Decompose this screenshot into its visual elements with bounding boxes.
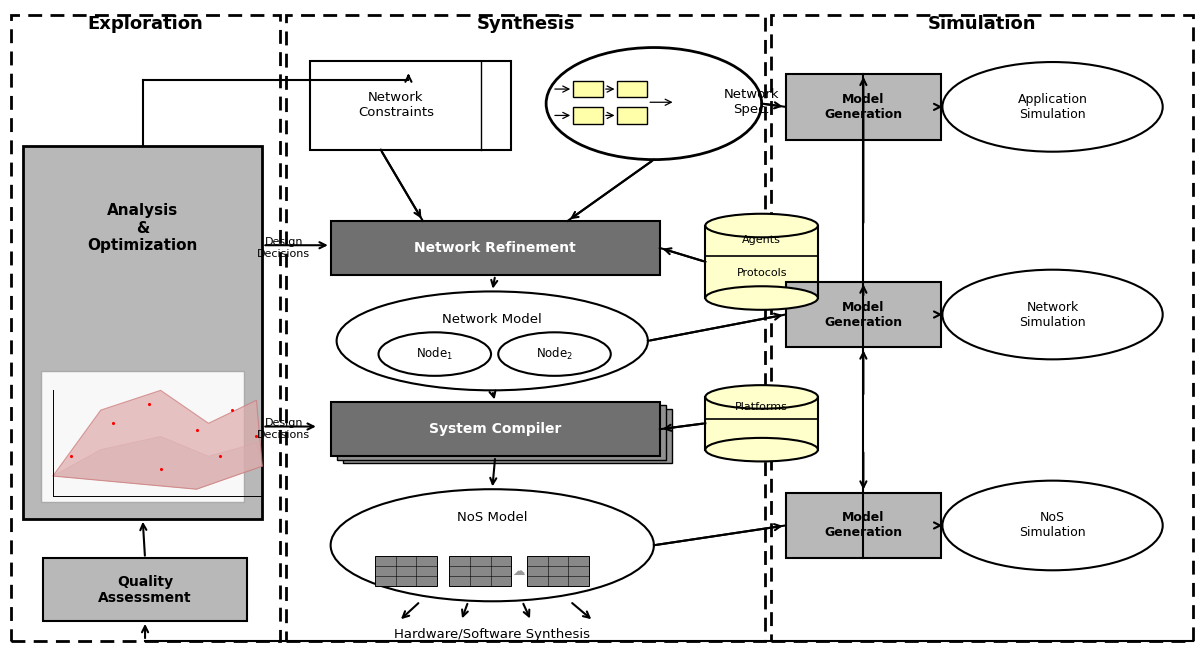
Text: Exploration: Exploration xyxy=(88,15,203,34)
Bar xyxy=(331,402,660,456)
Text: NoS
Simulation: NoS Simulation xyxy=(1019,512,1086,540)
Bar xyxy=(287,15,766,641)
Text: Protocols: Protocols xyxy=(737,267,787,277)
Text: Synthesis: Synthesis xyxy=(476,15,575,34)
Ellipse shape xyxy=(378,332,491,376)
Text: Analysis
&
Optimization: Analysis & Optimization xyxy=(88,203,198,254)
Bar xyxy=(574,81,602,97)
Bar xyxy=(786,74,941,140)
Polygon shape xyxy=(53,436,263,489)
Bar xyxy=(23,146,263,519)
Text: Design
Decisions: Design Decisions xyxy=(257,237,311,259)
Polygon shape xyxy=(53,391,263,489)
Bar xyxy=(449,557,511,586)
Text: Network
Simulation: Network Simulation xyxy=(1019,301,1086,328)
Ellipse shape xyxy=(942,481,1163,570)
Text: Platforms: Platforms xyxy=(736,402,788,412)
Text: Network Model: Network Model xyxy=(443,313,542,326)
Bar xyxy=(617,107,647,124)
Bar xyxy=(527,557,589,586)
Ellipse shape xyxy=(331,489,654,601)
Bar xyxy=(311,61,511,150)
Text: Node$_2$: Node$_2$ xyxy=(536,346,574,362)
Ellipse shape xyxy=(498,332,611,376)
Bar xyxy=(617,81,647,97)
Text: NoS Model: NoS Model xyxy=(457,511,528,524)
Bar xyxy=(706,397,818,449)
Text: Hardware/Software Synthesis: Hardware/Software Synthesis xyxy=(395,628,590,641)
Text: Simulation: Simulation xyxy=(928,15,1036,34)
Bar xyxy=(706,226,818,298)
Ellipse shape xyxy=(706,438,818,461)
Text: ☁: ☁ xyxy=(512,565,524,578)
Ellipse shape xyxy=(942,62,1163,152)
Bar xyxy=(337,406,666,459)
Text: Quality
Assessment: Quality Assessment xyxy=(98,575,192,605)
Bar xyxy=(342,409,672,463)
Text: Model
Generation: Model Generation xyxy=(824,301,902,328)
Bar xyxy=(786,281,941,348)
Ellipse shape xyxy=(942,269,1163,359)
Bar xyxy=(41,371,245,502)
Ellipse shape xyxy=(706,214,818,237)
Bar xyxy=(11,15,281,641)
Bar xyxy=(574,107,602,124)
Text: Model
Generation: Model Generation xyxy=(824,512,902,540)
Ellipse shape xyxy=(546,48,762,160)
Text: Network Refinement: Network Refinement xyxy=(414,241,576,255)
Text: Application
Simulation: Application Simulation xyxy=(1018,93,1087,121)
Text: System Compiler: System Compiler xyxy=(430,422,562,436)
Bar xyxy=(374,557,437,586)
Bar xyxy=(43,559,247,621)
Bar xyxy=(331,221,660,275)
Text: Network
Constraints: Network Constraints xyxy=(358,91,434,119)
Text: Node$_1$: Node$_1$ xyxy=(416,346,454,362)
Text: Design
Decisions: Design Decisions xyxy=(257,418,311,440)
Ellipse shape xyxy=(706,385,818,408)
Text: Model
Generation: Model Generation xyxy=(824,93,902,121)
Ellipse shape xyxy=(706,286,818,310)
Text: Agents: Agents xyxy=(742,235,781,245)
Text: Network
Spec.: Network Spec. xyxy=(724,88,779,117)
Ellipse shape xyxy=(337,291,648,391)
Bar xyxy=(786,493,941,559)
Bar xyxy=(772,15,1193,641)
